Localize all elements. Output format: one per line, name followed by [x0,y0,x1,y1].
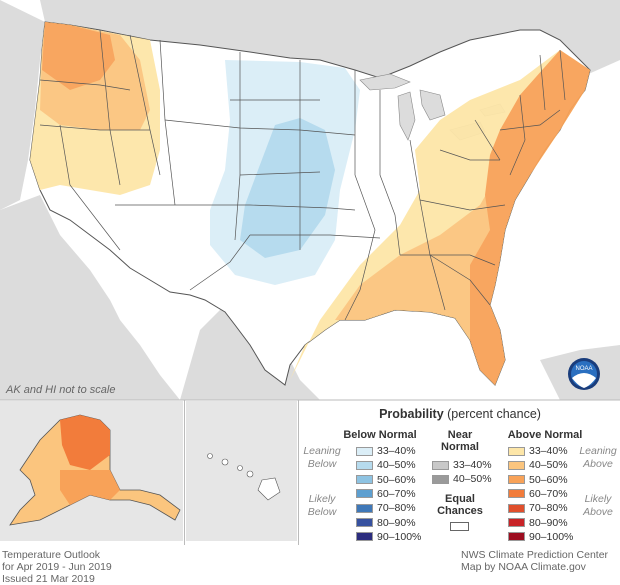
below-normal-row: 40–50% [356,459,416,471]
above-normal-row: 40–50% [508,459,568,471]
likely-below-label: Likely Below [307,493,337,518]
above-normal-row: 50–60% [508,474,568,486]
below-normal-row: 50–60% [356,474,416,486]
hawaii-inset [186,401,297,541]
above-normal-label: 50–60% [529,473,568,486]
near-normal-row: 33–40% [432,459,492,471]
below-normal-row: 80–90% [356,517,416,529]
leaning-below-label: Leaning Below [303,445,341,470]
above-normal-shading [30,22,590,385]
above-normal-swatch [508,475,525,485]
below-normal-row: 70–80% [356,502,416,514]
above-normal-header: Above Normal [507,429,583,441]
below-normal-swatch [356,503,373,513]
above-normal-label: 60–70% [529,487,568,500]
above-normal-row: 60–70% [508,488,568,500]
near-normal-row: 40–50% [432,473,492,485]
above-normal-swatch [508,518,525,527]
scale-note: AK and HI not to scale [6,384,116,396]
above-normal-row: 70–80% [508,502,568,514]
above-normal-label: 80–90% [529,516,568,529]
footer-right: NWS Climate Prediction Center Map by NOA… [461,549,609,573]
below-normal-label: 60–70% [377,487,416,500]
above-normal-row: 33–40% [508,445,568,457]
below-normal-swatch [356,489,373,499]
near-normal-label: 40–50% [453,473,492,486]
above-normal-swatch [508,503,525,513]
below-normal-swatch [356,518,373,527]
noaa-logo-text: NOAA [575,366,592,372]
below-normal-label: 33–40% [377,445,416,457]
legend: Probability (percent chance) Below Norma… [300,401,620,551]
below-normal-label: 50–60% [377,473,416,486]
equal-chances-label: Equal Chances [437,493,483,517]
below-normal-swatch [356,532,373,542]
equal-chances-swatch [450,522,469,531]
above-normal-row: 80–90% [508,517,568,529]
above-normal-swatch [508,489,525,499]
above-normal-swatch [508,532,525,542]
leaning-above-label: Leaning Above [579,445,617,470]
below-normal-row: 90–100% [356,531,421,543]
below-normal-label: 70–80% [377,502,416,515]
surrounding-land [0,0,620,400]
below-normal-label: 90–100% [377,530,422,543]
noaa-logo: NOAA [568,358,600,390]
footer-left: Temperature Outlook for Apr 2019 - Jun 2… [2,549,112,585]
below-normal-shading [210,60,360,285]
legend-title: Probability (percent chance) [379,407,541,421]
below-normal-row: 60–70% [356,488,416,500]
alaska-inset [0,401,183,541]
below-normal-label: 40–50% [377,459,416,472]
below-normal-row: 33–40% [356,445,416,457]
near-normal-swatch [432,460,449,470]
above-normal-row: 90–100% [508,531,573,543]
above-normal-label: 70–80% [529,502,568,515]
above-normal-label: 90–100% [529,530,574,543]
near-normal-label: 33–40% [453,459,492,471]
state-borders [39,29,566,321]
above-normal-label: 40–50% [529,459,568,472]
near-normal-swatch [432,474,449,484]
below-normal-swatch [356,460,373,470]
above-normal-swatch [508,446,525,456]
likely-above-label: Likely Above [583,493,613,518]
below-normal-label: 80–90% [377,516,416,529]
below-normal-swatch [356,446,373,456]
above-normal-swatch [508,460,525,470]
below-normal-swatch [356,475,373,485]
near-normal-header: Near Normal [441,429,479,453]
above-normal-label: 33–40% [529,445,568,457]
below-normal-header: Below Normal [343,429,417,441]
